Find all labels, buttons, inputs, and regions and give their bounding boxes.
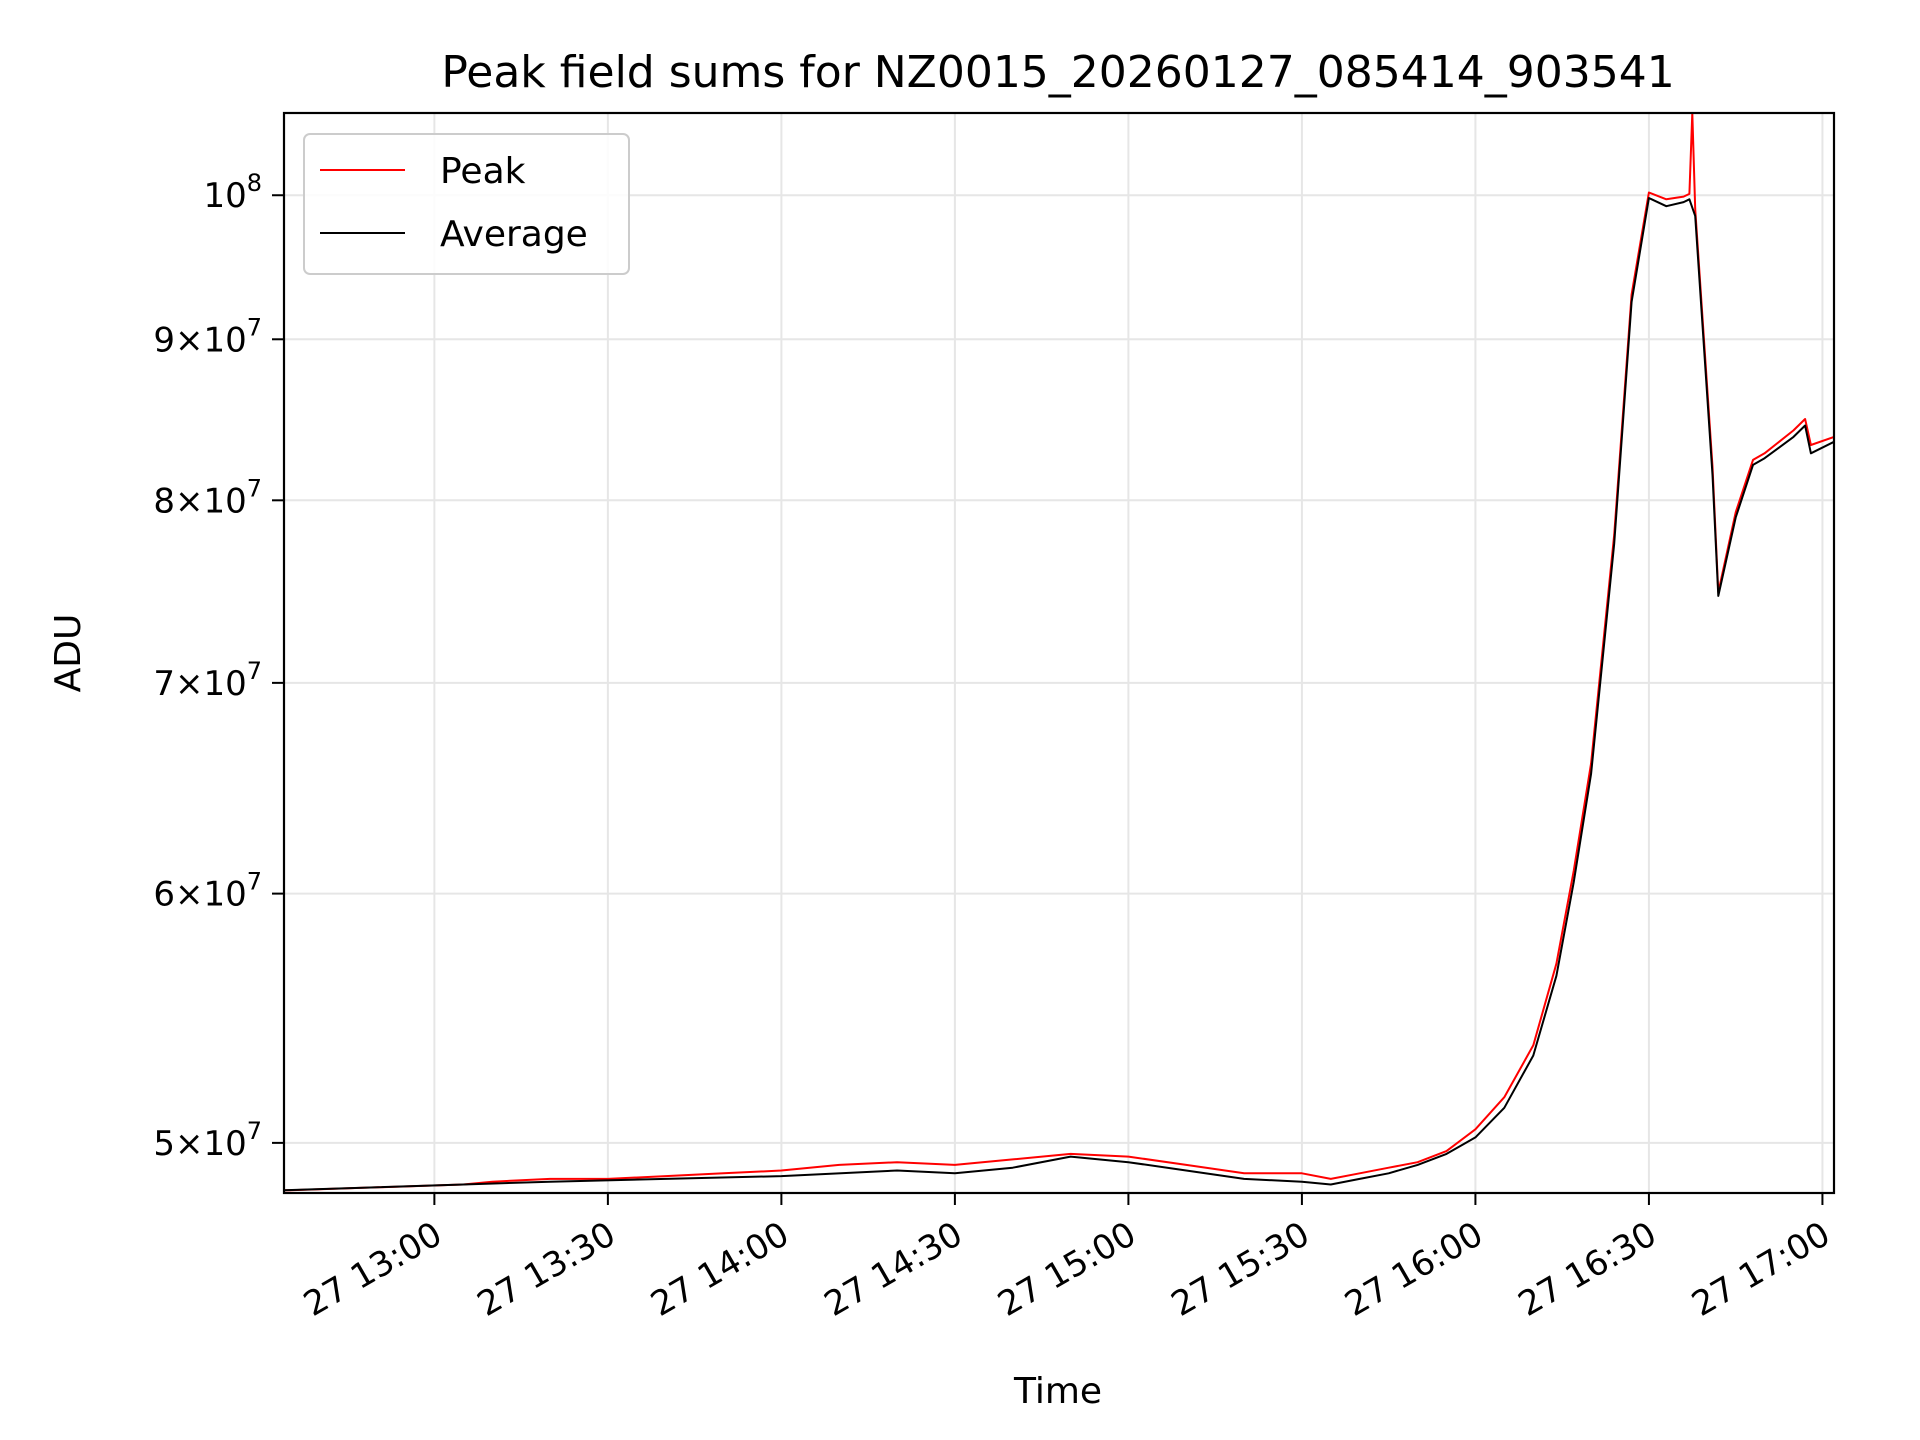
y-tick-label: 9×107	[153, 313, 262, 360]
y-tick-base: 6×10	[153, 875, 246, 915]
y-tick-base: 5×10	[153, 1124, 246, 1164]
y-tick-exponent: 7	[247, 657, 262, 685]
y-tick-base: 9×10	[153, 320, 246, 360]
series-line-average	[283, 197, 1835, 1192]
y-tick-label: 6×107	[153, 868, 262, 915]
plot-frame	[282, 111, 1836, 1195]
y-tick-exponent: 7	[247, 474, 262, 502]
y-tick-label: 8×107	[153, 474, 262, 521]
legend: Peak Average	[303, 133, 630, 275]
x-axis-label: Time	[1013, 1371, 1102, 1412]
y-tick-exponent: 7	[247, 1117, 262, 1145]
y-tick-exponent: 7	[247, 313, 262, 341]
legend-label-peak: Peak	[440, 151, 526, 192]
y-tick-base: 7×10	[153, 664, 246, 704]
y-tick-exponent: 7	[247, 868, 262, 896]
legend-label-average: Average	[440, 214, 588, 255]
y-tick-label: 7×107	[153, 657, 262, 704]
series-lines	[283, 112, 1835, 1192]
chart-title: Peak field sums for NZ0015_20260127_0854…	[441, 47, 1674, 98]
y-axis-label: ADU	[48, 614, 89, 693]
y-tick-label: 108	[203, 169, 262, 216]
y-tick-base: 10	[203, 176, 246, 216]
grid-lines	[284, 113, 1834, 1193]
y-tick-base: 8×10	[153, 481, 246, 521]
y-tick-label: 5×107	[153, 1117, 262, 1164]
y-tick-exponent: 8	[247, 169, 262, 197]
